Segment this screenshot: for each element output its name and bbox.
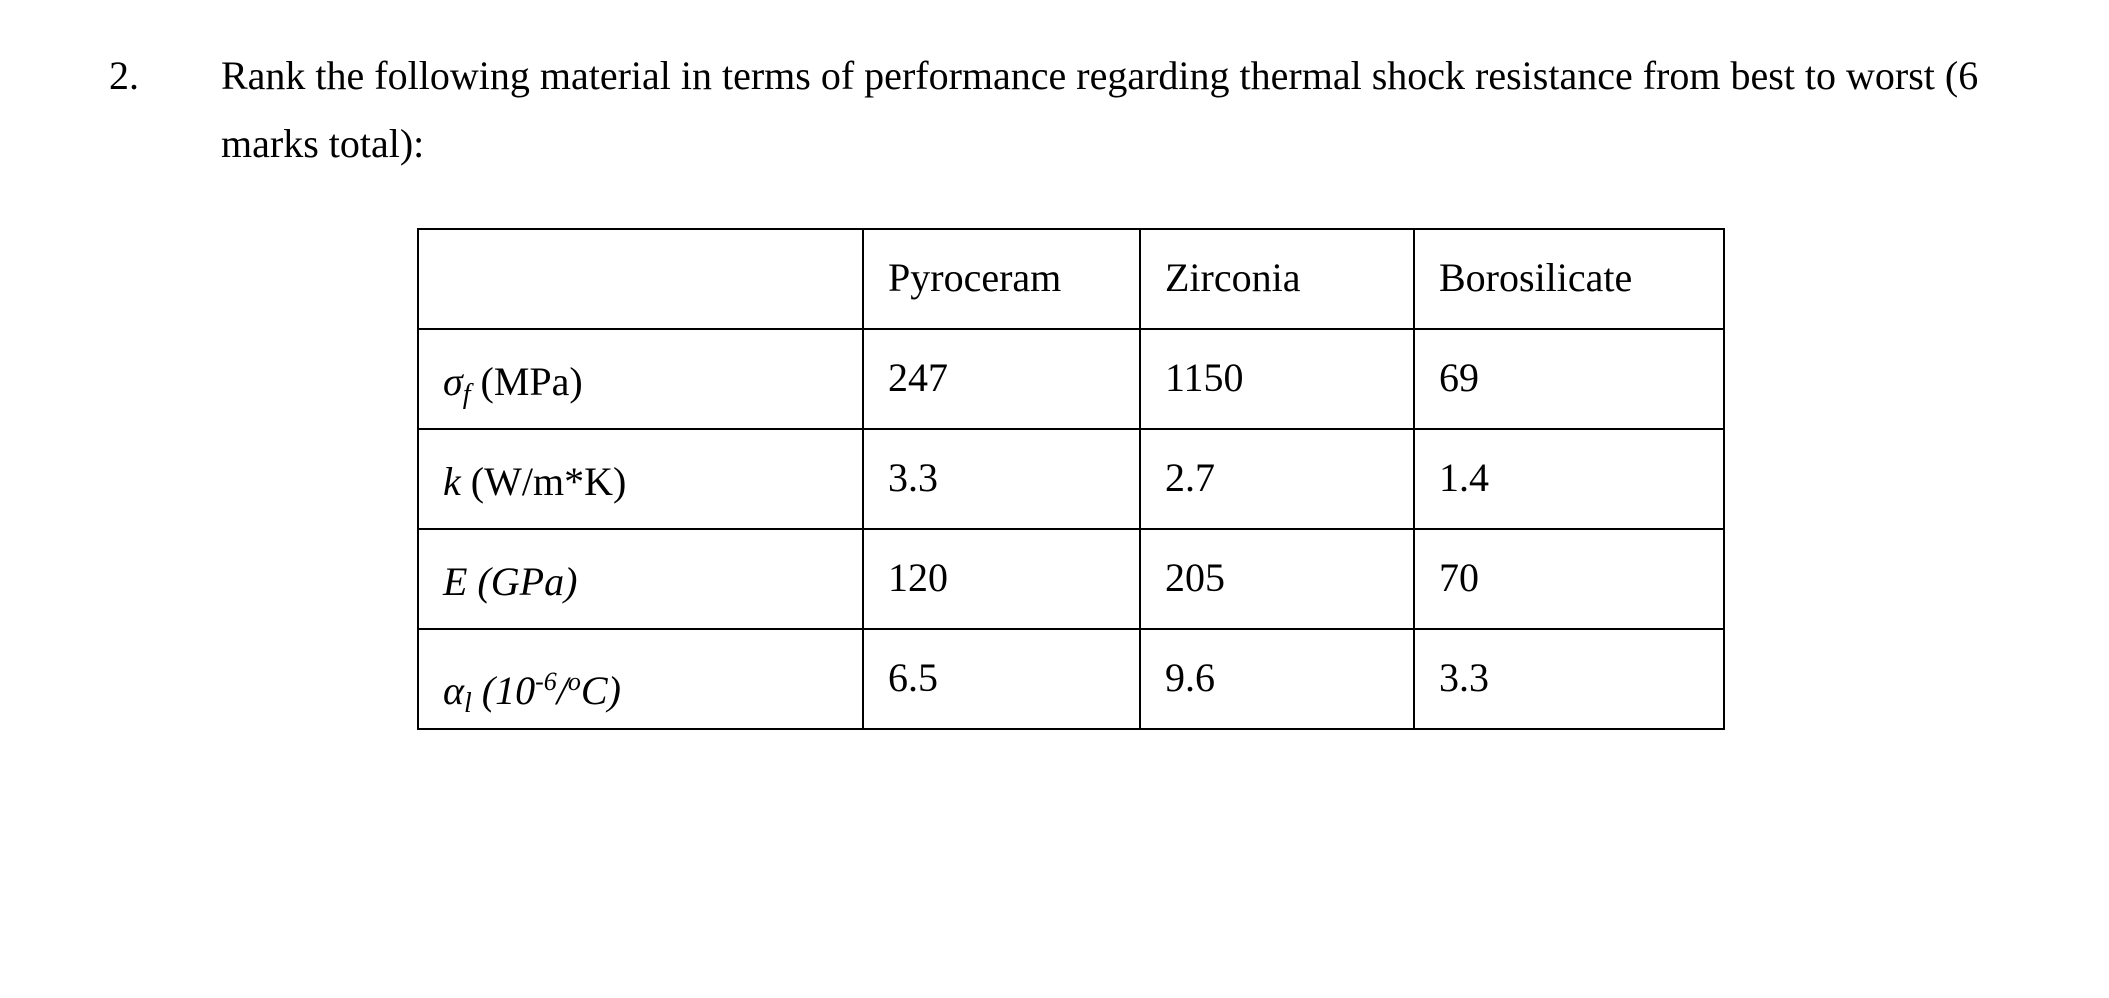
- empty-cell: [417, 228, 864, 330]
- value-cell: 205: [1139, 528, 1415, 630]
- label-part: α: [443, 668, 464, 713]
- value-cell: 1150: [1139, 328, 1415, 430]
- value-cell: 6.5: [862, 628, 1141, 730]
- data-table: Pyroceram Zirconia Borosilicate σf (MPa)…: [417, 228, 1725, 730]
- label-part: f: [462, 379, 471, 410]
- value-cell: 2.7: [1139, 428, 1415, 530]
- table-row: E (GPa) 120 205 70: [417, 528, 1725, 630]
- label-part: o: [567, 667, 581, 696]
- question-text: Rank the following material in terms of …: [221, 53, 1979, 166]
- label-part: (W/m*K): [460, 459, 627, 504]
- row-label: σf (MPa): [417, 328, 864, 430]
- value-cell: 3.3: [862, 428, 1141, 530]
- label-part: (10: [471, 668, 536, 713]
- table-row: αl (10-6/oC) 6.5 9.6 3.3: [417, 628, 1725, 730]
- value-cell: 120: [862, 528, 1141, 630]
- label-part: (MPa): [470, 359, 583, 404]
- value-cell: 70: [1413, 528, 1725, 630]
- table-row: σf (MPa) 247 1150 69: [417, 328, 1725, 430]
- question-number: 2.: [109, 53, 139, 98]
- row-label: E (GPa): [417, 528, 864, 630]
- label-part: l: [464, 688, 472, 719]
- row-label: αl (10-6/oC): [417, 628, 864, 730]
- table-row: k (W/m*K) 3.3 2.7 1.4: [417, 428, 1725, 530]
- label-part: σ: [443, 359, 463, 404]
- row-label: k (W/m*K): [417, 428, 864, 530]
- value-cell: 69: [1413, 328, 1725, 430]
- header-cell: Pyroceram: [862, 228, 1141, 330]
- label-part: -6: [535, 667, 557, 696]
- label-part: k: [443, 459, 461, 504]
- header-cell: Borosilicate: [1413, 228, 1725, 330]
- label-part: C): [580, 668, 621, 713]
- header-row: Pyroceram Zirconia Borosilicate: [417, 228, 1725, 330]
- value-cell: 3.3: [1413, 628, 1725, 730]
- value-cell: 247: [862, 328, 1141, 430]
- label-part: /: [556, 668, 568, 713]
- table-body: Pyroceram Zirconia Borosilicate σf (MPa)…: [417, 228, 1725, 730]
- value-cell: 1.4: [1413, 428, 1725, 530]
- value-cell: 9.6: [1139, 628, 1415, 730]
- header-cell: Zirconia: [1139, 228, 1415, 330]
- label-part: E (GPa): [443, 559, 578, 604]
